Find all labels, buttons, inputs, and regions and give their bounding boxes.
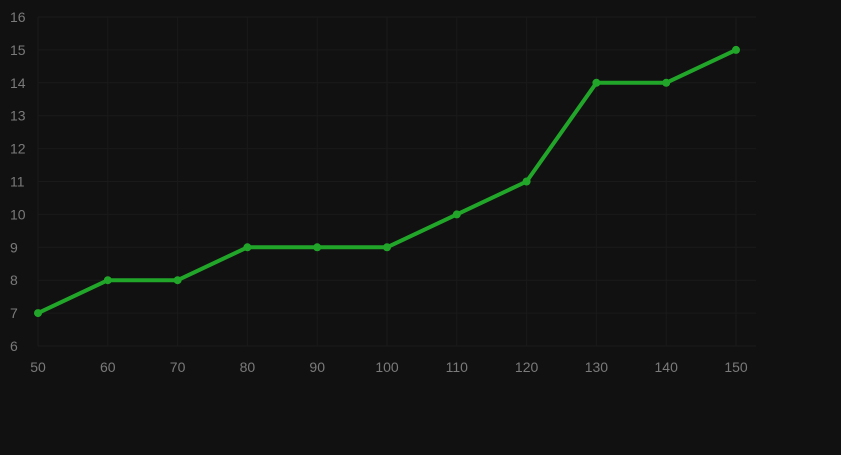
y-tick-label: 14	[10, 75, 26, 91]
x-tick-label: 150	[724, 359, 748, 375]
y-tick-label: 8	[10, 272, 18, 288]
x-axis-ticks: 50 60 70 80 90 100 110 120 130 140 150	[30, 359, 748, 375]
data-point	[103, 276, 112, 285]
grid	[37, 16, 756, 347]
y-axis-ticks: 6 7 8 9 10 11 12 13 14 15 16	[10, 9, 26, 354]
data-point	[313, 243, 322, 252]
y-tick-label: 11	[10, 174, 25, 190]
data-point	[732, 45, 740, 54]
data-point	[662, 78, 671, 87]
data-point	[383, 243, 391, 252]
data-point	[34, 309, 42, 318]
y-tick-label: 13	[10, 108, 26, 124]
data-point	[173, 276, 182, 285]
x-tick-label: 110	[446, 359, 469, 375]
y-tick-label: 15	[10, 42, 26, 58]
x-tick-label: 90	[309, 359, 325, 375]
x-tick-label: 100	[375, 359, 399, 375]
x-tick-label: 60	[100, 359, 116, 375]
y-tick-label: 12	[10, 141, 26, 157]
data-point	[522, 177, 531, 186]
y-tick-label: 6	[10, 338, 18, 354]
series-layer	[34, 45, 740, 318]
x-tick-label: 80	[240, 359, 256, 375]
x-tick-label: 120	[515, 359, 539, 375]
x-tick-label: 130	[585, 359, 609, 375]
data-point	[452, 210, 461, 219]
y-tick-label: 7	[10, 305, 18, 321]
y-tick-label: 16	[10, 9, 26, 25]
x-tick-label: 70	[170, 359, 186, 375]
x-tick-label: 140	[655, 359, 679, 375]
y-tick-label: 9	[10, 239, 18, 255]
data-point	[243, 243, 252, 252]
y-tick-label: 10	[10, 206, 26, 222]
x-tick-label: 50	[30, 359, 46, 375]
data-point	[592, 78, 601, 87]
